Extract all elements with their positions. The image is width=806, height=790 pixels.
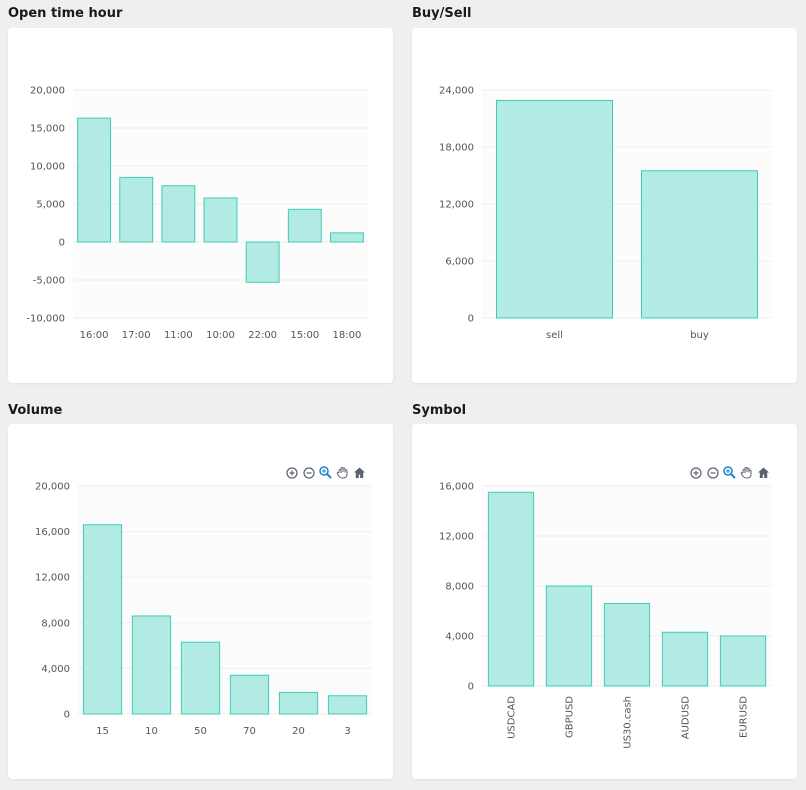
- bar-3[interactable]: [327, 695, 368, 715]
- bar-sell[interactable]: [496, 99, 613, 319]
- bar-11-00[interactable]: [161, 185, 196, 243]
- zoom-in-icon[interactable]: [285, 466, 298, 479]
- plot-area: [78, 486, 372, 714]
- y-tick-label: 4,000: [41, 664, 70, 675]
- y-tick-label: 12,000: [35, 573, 70, 584]
- x-tick-label: 15:00: [290, 330, 319, 341]
- x-tick-label: 18:00: [333, 330, 362, 341]
- x-tick-label: EURUSD: [739, 696, 750, 738]
- x-tick-label: 3: [344, 726, 350, 737]
- home-reset-icon[interactable]: [757, 466, 770, 479]
- home-reset-icon[interactable]: [353, 466, 366, 479]
- y-tick-label: 24,000: [439, 86, 474, 97]
- zoom-out-icon[interactable]: [302, 466, 315, 479]
- bar-eurusd[interactable]: [719, 635, 767, 687]
- x-tick-label: 50: [194, 726, 207, 737]
- panel-title-volume: Volume: [8, 403, 63, 418]
- bar-buy[interactable]: [641, 170, 758, 319]
- chart-card-buy-sell: 24,000 18,000 12,000 6,000 0 sell buy: [412, 28, 797, 383]
- x-tick-label: 20: [292, 726, 305, 737]
- x-tick-label: USDCAD: [507, 696, 518, 739]
- bar-10[interactable]: [131, 615, 172, 715]
- y-tick-label: 5,000: [36, 200, 65, 211]
- pan-hand-icon[interactable]: [740, 466, 753, 479]
- chart-toolbar-symbol: [689, 466, 770, 479]
- y-tick-label: -5,000: [33, 276, 65, 287]
- y-tick-label: 8,000: [41, 618, 70, 629]
- x-tick-label: 10:00: [206, 330, 235, 341]
- x-tick-label: sell: [546, 330, 563, 341]
- chart-card-symbol: 16,000 12,000 8,000 4,000 0 USDCAD GBPUSD US30.…: [412, 424, 797, 779]
- x-tick-label: US30.cash: [623, 696, 634, 749]
- y-tick-label: 16,000: [439, 482, 474, 493]
- x-tick-label: 22:00: [248, 330, 277, 341]
- y-tick-label: 20,000: [30, 86, 65, 97]
- y-tick-label: 0: [64, 710, 70, 721]
- bar-usdcad[interactable]: [487, 491, 535, 687]
- x-tick-label: 10: [145, 726, 158, 737]
- chart-toolbar-volume: [285, 466, 366, 479]
- bar-17-00[interactable]: [119, 176, 154, 243]
- bar-15-00[interactable]: [287, 208, 322, 243]
- bar-us30-cash[interactable]: [603, 603, 651, 687]
- selection-zoom-icon[interactable]: [319, 466, 332, 479]
- y-tick-label: 6,000: [445, 257, 474, 268]
- bar-20[interactable]: [278, 691, 319, 715]
- y-tick-label: 16,000: [35, 527, 70, 538]
- y-tick-label: 18,000: [439, 143, 474, 154]
- bar-15[interactable]: [82, 524, 123, 715]
- panel-title-buy-sell: Buy/Sell: [412, 6, 472, 21]
- chart-card-volume: 20,000 16,000 12,000 8,000 4,000 0 15 10 50 70 20 3: [8, 424, 393, 779]
- bar-50[interactable]: [180, 641, 221, 715]
- bar-70[interactable]: [229, 674, 270, 715]
- zoom-in-icon[interactable]: [689, 466, 702, 479]
- y-tick-label: 12,000: [439, 200, 474, 211]
- panel-title-symbol: Symbol: [412, 403, 467, 418]
- y-tick-label: 10,000: [30, 162, 65, 173]
- x-tick-label: 11:00: [164, 330, 193, 341]
- x-tick-label: 15: [96, 726, 109, 737]
- x-tick-label: 70: [243, 726, 256, 737]
- x-tick-label: GBPUSD: [565, 696, 576, 738]
- pan-hand-icon[interactable]: [336, 466, 349, 479]
- y-tick-label: 4,000: [445, 632, 474, 643]
- y-tick-label: -10,000: [26, 314, 65, 325]
- bar-chart-buy-sell: 24,000 18,000 12,000 6,000 0 sell buy: [439, 86, 772, 341]
- bar-22-00[interactable]: [245, 241, 280, 283]
- y-tick-label: 0: [59, 238, 65, 249]
- bar-18-00[interactable]: [329, 232, 364, 243]
- y-tick-label: 0: [468, 314, 474, 325]
- y-tick-label: 20,000: [35, 482, 70, 493]
- bar-chart-open-time-hour: 20,000 15,000 10,000 5,000 0 -5,000 -10,000 16:…: [26, 86, 368, 341]
- y-tick-label: 8,000: [445, 582, 474, 593]
- selection-zoom-icon[interactable]: [723, 466, 736, 479]
- bar-chart-volume: 20,000 16,000 12,000 8,000 4,000 0 15 10 50 70 20 3: [35, 482, 372, 737]
- bar-chart-symbol: 16,000 12,000 8,000 4,000 0 USDCAD GBPUSD US30.…: [439, 482, 772, 749]
- bar-audusd[interactable]: [661, 631, 709, 687]
- x-tick-label: buy: [690, 330, 709, 341]
- x-tick-label: 16:00: [80, 330, 109, 341]
- x-tick-label: 17:00: [122, 330, 151, 341]
- bar-10-00[interactable]: [203, 197, 238, 243]
- chart-card-open-time-hour: 20,000 15,000 10,000 5,000 0 -5,000 -10,000 16:…: [8, 28, 393, 383]
- y-tick-label: 0: [468, 682, 474, 693]
- zoom-out-icon[interactable]: [706, 466, 719, 479]
- y-tick-label: 15,000: [30, 124, 65, 135]
- y-tick-label: 12,000: [439, 532, 474, 543]
- bar-gbpusd[interactable]: [545, 585, 593, 687]
- bar-16-00[interactable]: [77, 117, 112, 243]
- panel-title-open-time-hour: Open time hour: [8, 6, 123, 21]
- x-tick-label: AUDUSD: [681, 696, 692, 740]
